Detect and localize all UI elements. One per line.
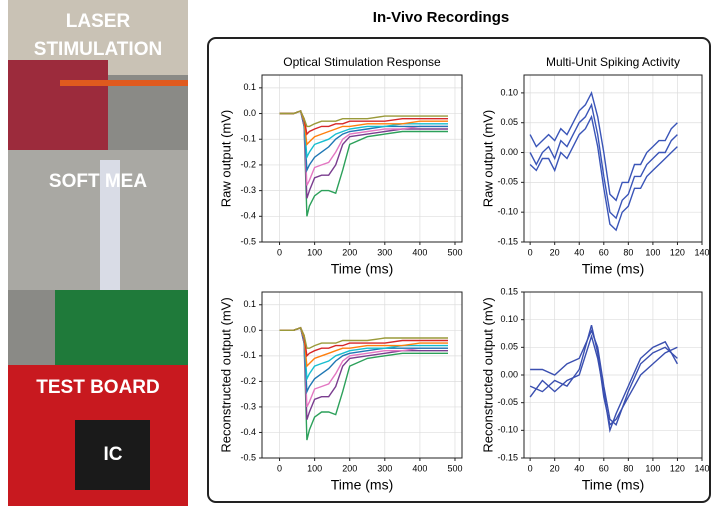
y-axis-label: Reconstructed output (mV) (218, 297, 233, 452)
y-tick-label: -0.5 (240, 236, 256, 246)
x-tick-label: 0 (528, 463, 533, 473)
x-tick-label: 120 (670, 463, 685, 473)
data-line (529, 114, 678, 232)
x-tick-label: 20 (550, 247, 560, 257)
panel-frame (207, 37, 711, 503)
y-tick-label: -0.1 (240, 350, 256, 360)
photo-label: TEST BOARD (36, 377, 160, 398)
x-tick-label: 100 (645, 247, 660, 257)
x-tick-label: 400 (412, 463, 427, 473)
y-tick-label: 0.1 (243, 82, 256, 92)
photo: LASER STIMULATION SOFT MEA TEST BOARD IC (8, 0, 188, 506)
y-tick-label: 0.00 (500, 369, 518, 379)
chart-title: Optical Stimulation Response (283, 55, 441, 69)
x-axis-label: Time (ms) (582, 477, 644, 493)
data-line (279, 110, 448, 128)
x-tick-label: 200 (342, 463, 357, 473)
data-line (529, 333, 679, 434)
plot-frame (523, 291, 703, 459)
x-axis-label: Time (ms) (331, 261, 393, 277)
x-tick-label: 140 (694, 247, 709, 257)
y-tick-label: -0.15 (497, 452, 518, 462)
photo-label: LASER (66, 11, 131, 32)
data-line (529, 90, 678, 202)
y-tick-label: 0.10 (500, 87, 518, 97)
x-tick-label: 0 (528, 247, 533, 257)
x-tick-label: 0 (277, 463, 282, 473)
x-tick-label: 80 (623, 247, 633, 257)
y-tick-label: -0.05 (497, 397, 518, 407)
y-tick-label: -0.5 (240, 452, 256, 462)
y-tick-label: -0.2 (240, 159, 256, 169)
x-tick-label: 120 (670, 247, 685, 257)
data-line (530, 328, 678, 427)
y-tick-label: -0.15 (497, 236, 518, 246)
x-tick-label: 100 (307, 463, 322, 473)
data-line (529, 102, 678, 220)
x-axis-label: Time (ms) (331, 477, 393, 493)
x-tick-label: 40 (574, 463, 584, 473)
y-axis-label: Reconstructed output (mV) (480, 297, 495, 452)
x-tick-label: 20 (550, 463, 560, 473)
chart-title: Multi-Unit Spiking Activity (546, 55, 680, 69)
x-tick-label: 500 (447, 247, 462, 257)
x-axis-label: Time (ms) (582, 261, 644, 277)
plot-frame (261, 74, 463, 243)
x-tick-label: 500 (447, 463, 462, 473)
x-tick-label: 60 (599, 247, 609, 257)
x-tick-label: 80 (623, 463, 633, 473)
x-tick-label: 400 (412, 247, 427, 257)
x-tick-label: 100 (645, 463, 660, 473)
y-axis-label: Raw output (mV) (480, 110, 495, 208)
y-tick-label: 0.0 (243, 325, 256, 335)
x-tick-label: 200 (342, 247, 357, 257)
y-tick-label: 0.10 (500, 314, 518, 324)
y-tick-label: 0.15 (500, 286, 518, 296)
plot-frame (261, 291, 463, 459)
x-tick-label: 0 (277, 247, 282, 257)
y-tick-label: 0.0 (243, 108, 256, 118)
y-tick-label: -0.4 (240, 427, 256, 437)
y-tick-label: -0.10 (497, 425, 518, 435)
y-tick-label: 0.05 (500, 117, 518, 127)
photo-label: SOFT MEA (49, 171, 147, 192)
x-tick-label: 300 (377, 247, 392, 257)
x-tick-label: 100 (307, 247, 322, 257)
y-tick-label: 0.00 (500, 147, 518, 157)
y-tick-label: -0.4 (240, 211, 256, 221)
x-tick-label: 300 (377, 463, 392, 473)
figure-title: In-Vivo Recordings (373, 9, 509, 26)
plot-frame (523, 74, 703, 243)
photo-label: IC (104, 444, 123, 465)
x-tick-label: 60 (599, 463, 609, 473)
y-tick-label: -0.3 (240, 401, 256, 411)
x-tick-label: 40 (574, 247, 584, 257)
data-line (529, 325, 678, 427)
y-tick-label: -0.05 (497, 177, 518, 187)
x-tick-label: 140 (694, 463, 709, 473)
y-tick-label: -0.10 (497, 207, 518, 217)
photo-label: STIMULATION (34, 39, 162, 60)
y-tick-label: -0.1 (240, 134, 256, 144)
y-axis-label: Raw output (mV) (218, 110, 233, 208)
y-tick-label: -0.2 (240, 376, 256, 386)
y-tick-label: 0.05 (500, 342, 518, 352)
data-line (279, 326, 448, 349)
y-tick-label: -0.3 (240, 185, 256, 195)
y-tick-label: 0.1 (243, 299, 256, 309)
